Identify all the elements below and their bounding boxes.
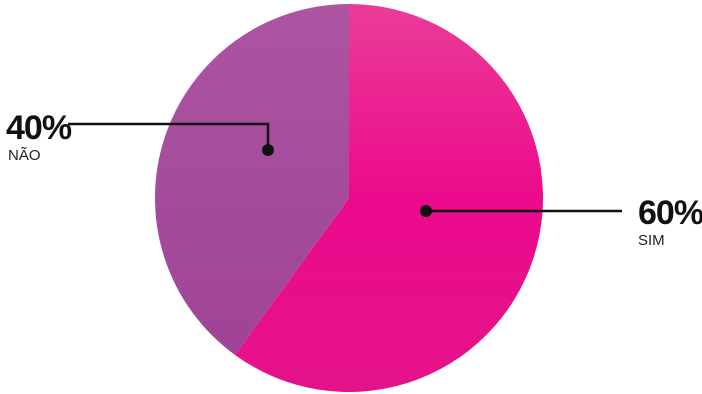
pie-slice-nao bbox=[154, 4, 349, 355]
leader-dot-nao bbox=[262, 144, 274, 156]
pie-slice-sim bbox=[234, 4, 543, 393]
data-label-nao-percent: 40% bbox=[6, 109, 72, 147]
data-label-sim-category: SIM bbox=[638, 232, 665, 249]
pie-slices bbox=[154, 4, 543, 393]
callout-nao: 40% NÃO bbox=[6, 109, 274, 164]
callout-sim: 60% SIM bbox=[420, 194, 702, 249]
data-label-sim-percent: 60% bbox=[638, 194, 702, 232]
data-label-nao-category: NÃO bbox=[8, 147, 41, 164]
leader-line-nao bbox=[68, 122, 270, 149]
leader-dot-sim bbox=[420, 205, 432, 217]
